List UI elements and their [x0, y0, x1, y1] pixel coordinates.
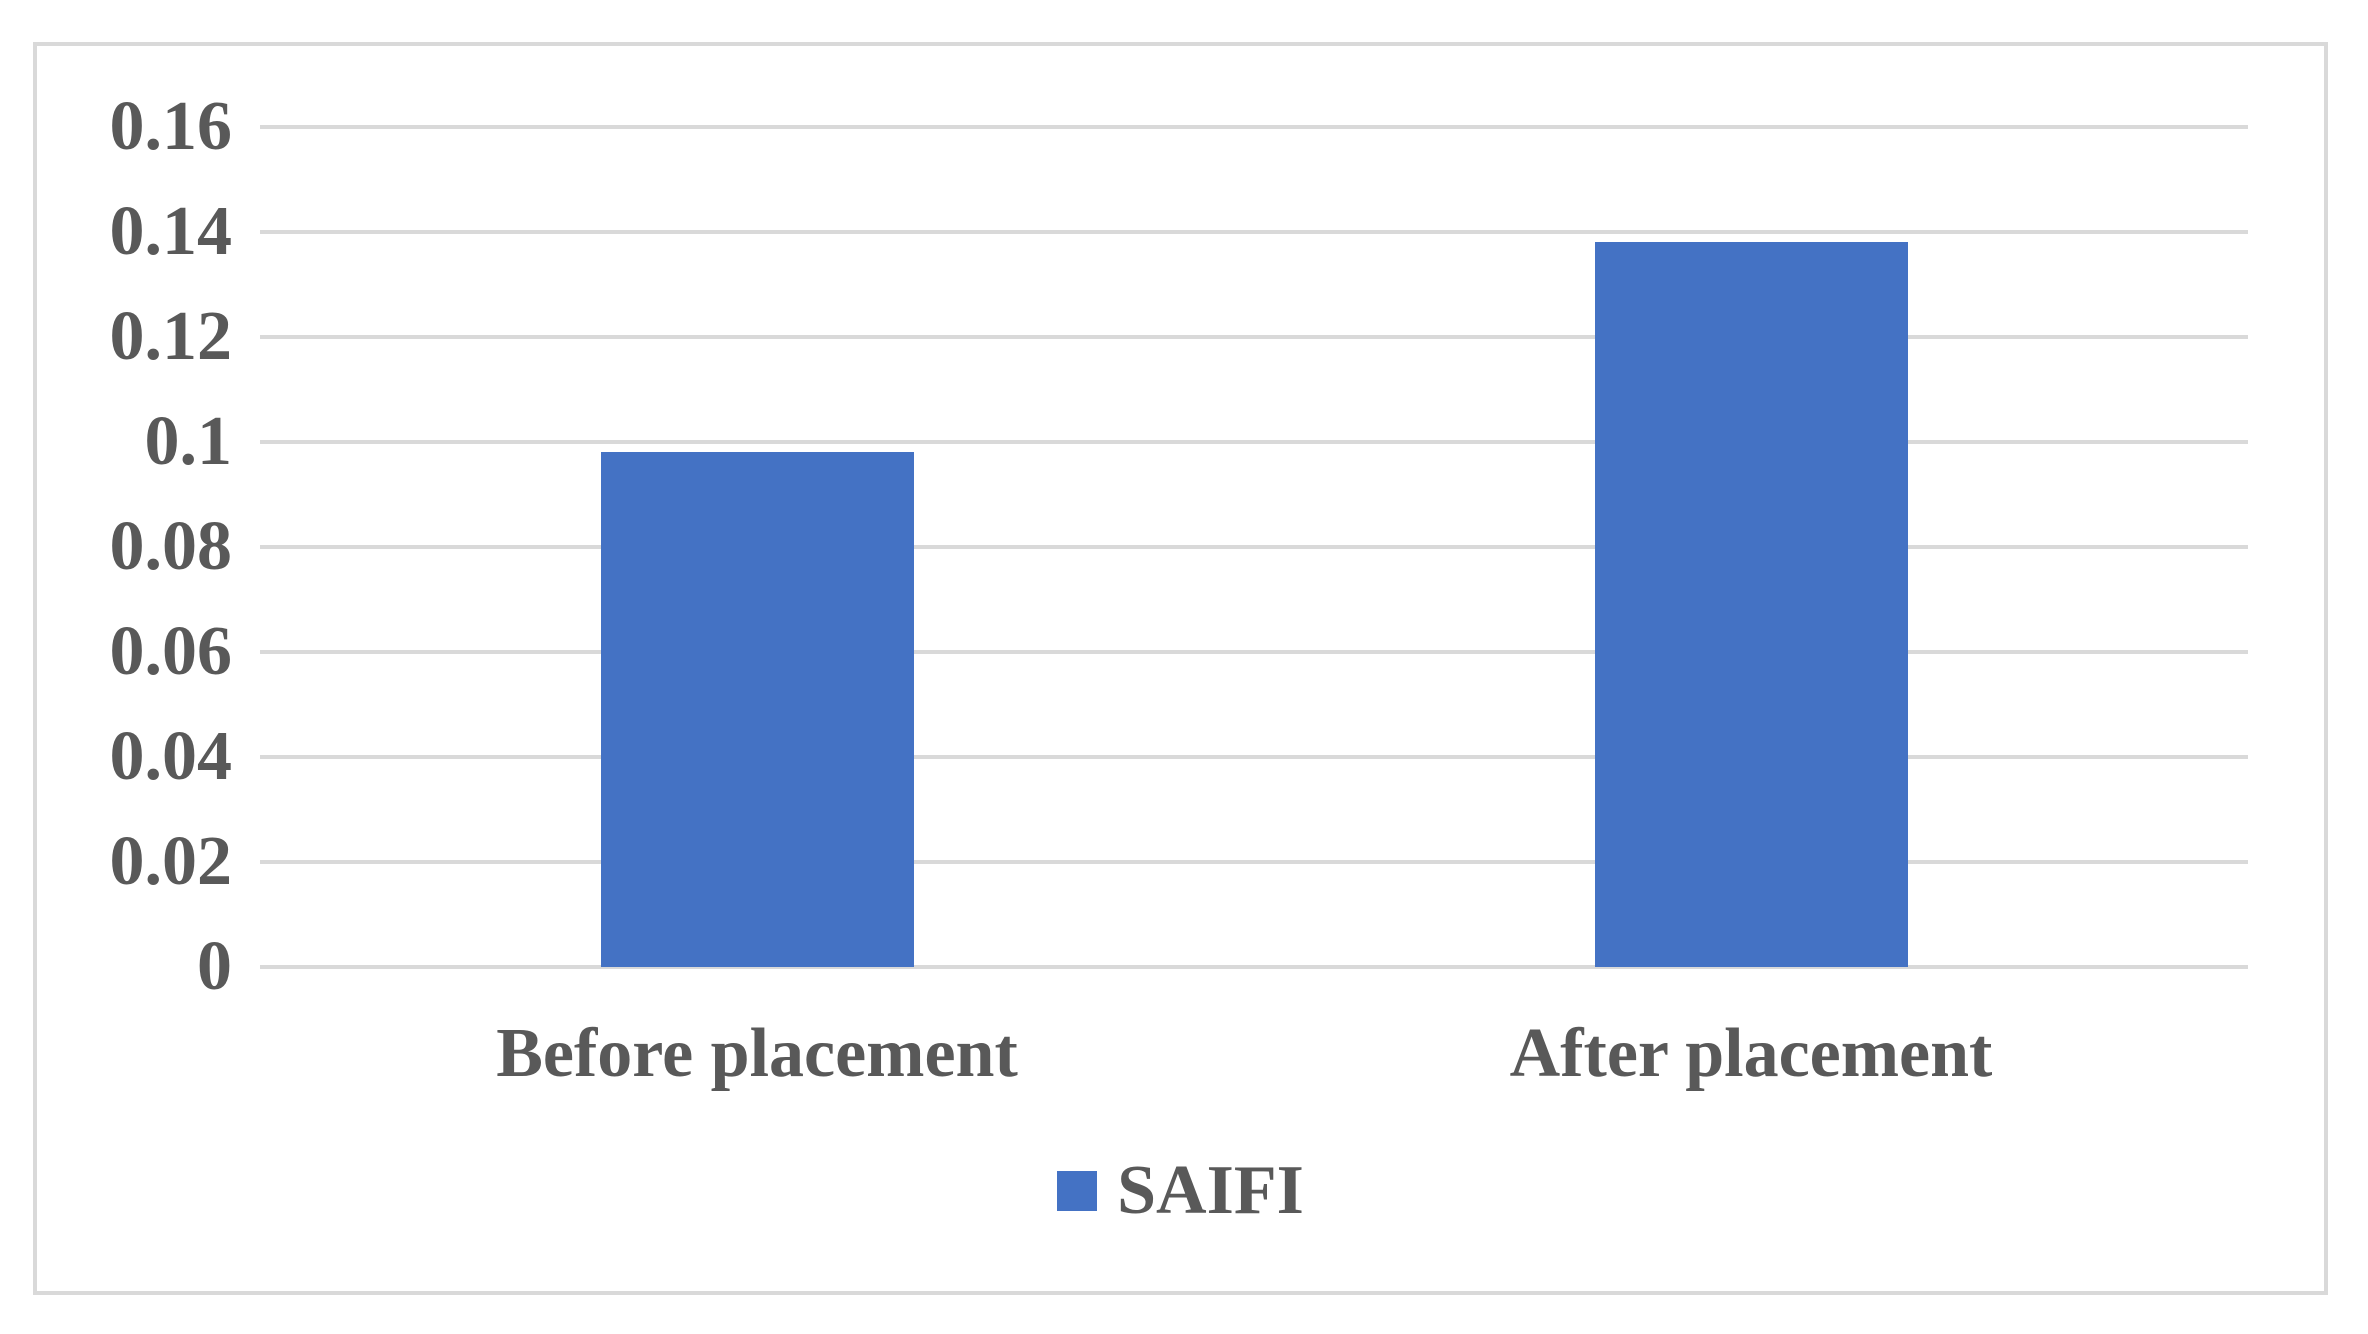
gridline-0.02 [260, 860, 2248, 864]
legend-swatch-saifi [1057, 1171, 1098, 1211]
y-tick-label-0.1: 0.1 [144, 403, 233, 480]
y-tick-label-0.08: 0.08 [109, 508, 233, 585]
y-tick-label-0.14: 0.14 [109, 193, 233, 270]
chart-frame [33, 42, 2328, 1295]
gridline-0.08 [260, 545, 2248, 549]
y-tick-label-0.16: 0.16 [109, 88, 233, 165]
y-tick-label-0.12: 0.12 [109, 298, 233, 375]
y-tick-label-0.04: 0.04 [109, 718, 233, 795]
y-tick-label-0: 0 [197, 928, 232, 1005]
category-label-after-placement: After placement [1509, 1015, 1993, 1092]
gridline-0.16 [260, 125, 2248, 129]
y-tick-label-0.02: 0.02 [109, 823, 233, 900]
y-axis-tick-labels: 0.16 0.14 0.12 0.1 0.08 0.06 0.04 0.02 0 [0, 92, 233, 1002]
x-axis-category-labels: Before placement After placement [260, 1002, 2248, 1106]
gridline-0.04 [260, 755, 2248, 759]
plot-area [260, 125, 2248, 969]
legend-label: SAIFI [1117, 1152, 1304, 1229]
category-label-before-placement: Before placement [496, 1015, 1018, 1092]
legend: SAIFI [33, 1150, 2328, 1232]
bar-before-placement [601, 452, 914, 967]
gridline-0.12 [260, 335, 2248, 339]
gridline-0.1 [260, 440, 2248, 444]
gridline-0.06 [260, 650, 2248, 654]
bar-after-placement [1595, 242, 1908, 967]
y-tick-label-0.06: 0.06 [109, 613, 233, 690]
gridline-0 [260, 965, 2248, 969]
gridline-0.14 [260, 230, 2248, 234]
